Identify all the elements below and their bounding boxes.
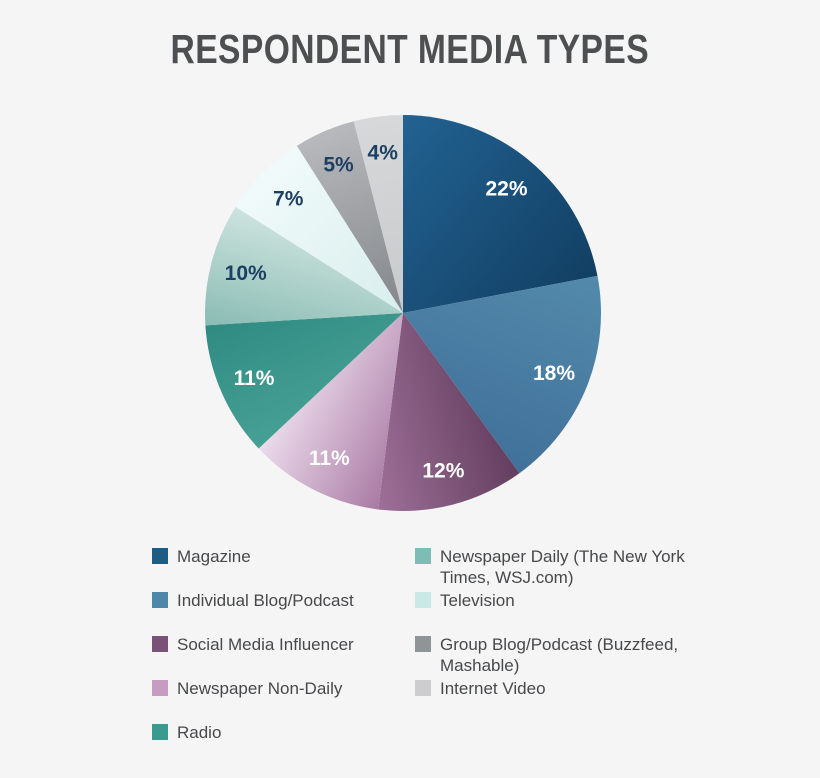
pie-slice-social-media-influencer bbox=[378, 313, 520, 511]
legend-swatch-radio bbox=[152, 724, 168, 740]
legend-swatch-internet-video bbox=[415, 680, 431, 696]
pie-slice-value-label-internet-video: 4% bbox=[368, 141, 399, 164]
legend-label-television: Television bbox=[440, 591, 515, 610]
pie-slice-value-label-newspaper-non-daily: 11% bbox=[309, 447, 350, 470]
legend-column-left: Magazine Individual Blog/Podcast Social Me… bbox=[152, 546, 415, 766]
legend-item-social-media-influencer: Social Media Influencer bbox=[152, 634, 415, 678]
pie-slice-individual-blog-podcast bbox=[403, 275, 601, 474]
legend-item-newspaper-daily-the-new-york-times-wsj-com: Newspaper Daily (The New York Times, WSJ… bbox=[415, 546, 715, 590]
legend-label-social-media-influencer: Social Media Influencer bbox=[177, 635, 354, 654]
legend-label-individual-blog-podcast: Individual Blog/Podcast bbox=[177, 591, 354, 610]
pie-slice-value-label-radio: 11% bbox=[234, 367, 275, 390]
pie-slice-group-blog-podcast-buzzfeed-mashable bbox=[296, 121, 403, 313]
pie-chart: 22% 18% 12% 11% 11% 10% 7% 5% 4% bbox=[205, 115, 601, 511]
legend-column-right: Newspaper Daily (The New York Times, WSJ… bbox=[415, 546, 715, 766]
pie-slice-value-label-group-blog-podcast-buzzfeed-mashable: 5% bbox=[323, 153, 354, 176]
legend-item-individual-blog-podcast: Individual Blog/Podcast bbox=[152, 590, 415, 634]
legend-item-newspaper-non-daily: Newspaper Non-Daily bbox=[152, 678, 415, 722]
legend-swatch-newspaper-non-daily bbox=[152, 680, 168, 696]
pie-slice-value-label-newspaper-daily-the-new-york-times-wsj-com: 10% bbox=[225, 262, 267, 285]
pie-slice-value-label-television: 7% bbox=[273, 188, 304, 211]
pie-slice-internet-video bbox=[353, 115, 403, 313]
legend-item-magazine: Magazine bbox=[152, 546, 415, 590]
pie-slice-newspaper-daily-the-new-york-times-wsj-com bbox=[205, 206, 403, 326]
legend-label-newspaper-non-daily: Newspaper Non-Daily bbox=[177, 679, 343, 698]
legend-swatch-newspaper-daily-the-new-york-times-wsj-com bbox=[415, 548, 431, 564]
chart-title-text: RESPONDENT MEDIA TYPES bbox=[170, 26, 650, 72]
legend-swatch-social-media-influencer bbox=[152, 636, 168, 652]
legend-swatch-individual-blog-podcast bbox=[152, 592, 168, 608]
pie-slice-radio bbox=[205, 313, 403, 449]
pie-slice-value-label-magazine: 22% bbox=[485, 177, 527, 200]
legend-swatch-group-blog-podcast-buzzfeed-mashable bbox=[415, 636, 431, 652]
legend-swatch-magazine bbox=[152, 548, 168, 564]
legend-label-radio: Radio bbox=[177, 723, 222, 742]
pie-slice-magazine bbox=[403, 115, 598, 313]
legend-swatch-television bbox=[415, 592, 431, 608]
pie-slice-television bbox=[235, 145, 403, 313]
chart-title: RESPONDENT MEDIA TYPES bbox=[0, 26, 820, 72]
pie-slice-value-label-social-media-influencer: 12% bbox=[422, 460, 464, 483]
legend-label-newspaper-daily-the-new-york-times-wsj-com: Newspaper Daily (The New York Times, WSJ… bbox=[440, 547, 685, 587]
legend: Magazine Individual Blog/Podcast Social Me… bbox=[152, 546, 715, 766]
legend-label-internet-video: Internet Video bbox=[440, 679, 546, 698]
legend-item-group-blog-podcast-buzzfeed-mashable: Group Blog/Podcast (Buzzfeed, Mashable) bbox=[415, 634, 715, 678]
legend-item-radio: Radio bbox=[152, 722, 415, 766]
legend-item-television: Television bbox=[415, 590, 715, 634]
legend-label-magazine: Magazine bbox=[177, 547, 251, 566]
pie-slice-newspaper-non-daily bbox=[258, 313, 403, 510]
legend-label-group-blog-podcast-buzzfeed-mashable: Group Blog/Podcast (Buzzfeed, Mashable) bbox=[440, 635, 679, 675]
pie-slice-value-label-individual-blog-podcast: 18% bbox=[533, 362, 575, 385]
legend-item-internet-video: Internet Video bbox=[415, 678, 715, 722]
